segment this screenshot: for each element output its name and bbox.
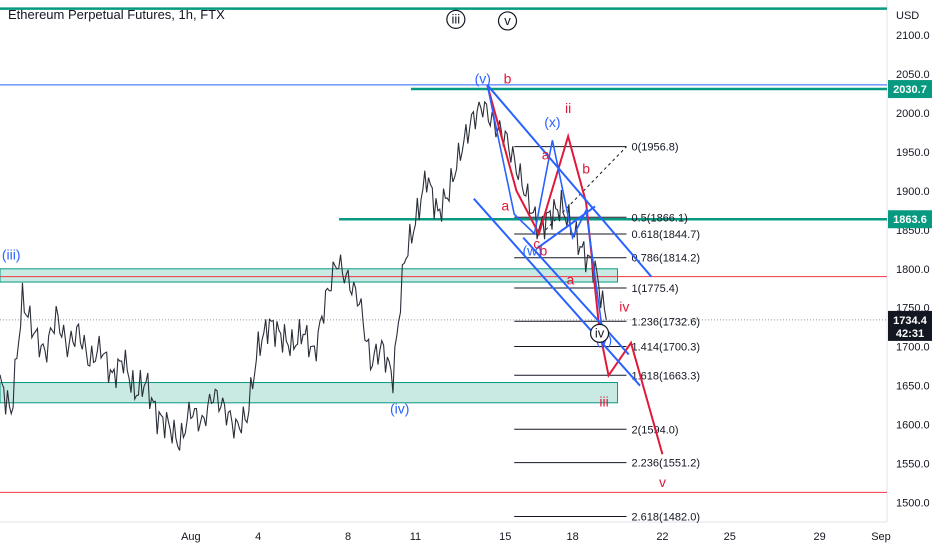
price-tag-2 [888,310,932,341]
wave-label-red-3: b [582,161,590,177]
x-tick-label: 11 [410,531,421,543]
wave-circle-1 [497,11,518,31]
wave-label-red-2: a [542,147,550,163]
fib-label-2: 0.618(1844.7) [632,229,701,241]
wave-label-red-1: ii [565,100,571,116]
blue-channel-line-1 [473,198,641,387]
fib-label-9: 2.236(1551.2) [632,458,701,470]
fib-label-6: 1.414(1700.3) [632,341,701,353]
x-tick-label: Sep [871,531,891,543]
wave-label-red-9: iii [599,394,608,410]
fib-label-0: 0(1956.8) [632,142,679,154]
fib-label-7: 1.618(1663.3) [632,370,701,382]
y-tick-label: 1800.0 [896,264,930,276]
x-tick-label: Aug [181,531,201,543]
fib-label-5: 1.236(1732.6) [632,316,701,328]
price-tag-label-1: 1863.6 [893,214,927,226]
wave-label-red-6: c [533,236,540,252]
blue-wave-path [486,84,605,343]
wave-label-circled-1: v [504,13,511,28]
wave-label-red-10: v [659,474,666,490]
chart-title: Ethereum Perpetual Futures, 1h, FTX [8,7,225,22]
y-tick-label: 2000.0 [896,108,930,120]
wave-circle-2 [589,323,610,343]
price-series [0,100,607,451]
wave-label-circled-2: iv [595,325,605,340]
fib-label-3: 0.786(1814.2) [632,253,701,265]
price-tag-label-0: 2030.7 [893,84,927,96]
x-tick-label: 25 [724,531,736,543]
zone-0 [0,268,619,283]
y-tick-label: 1700.0 [896,342,930,354]
price-tag-1 [888,210,932,229]
currency-label: USD [896,10,919,22]
price-tag-label-2: 1734.4 [893,315,928,327]
y-tick-label: 2100.0 [896,30,930,42]
wave-label-red-5: b [540,243,548,259]
x-tick-label: 8 [345,531,351,543]
wave-label-red-0: b [504,70,512,86]
blue-channel-line-0 [486,84,652,278]
price-tag-0 [888,80,932,99]
wave-label-red-8: iv [619,299,629,315]
y-tick-label: 1600.0 [896,420,930,432]
y-tick-label: 1550.0 [896,459,930,471]
red-wave-path [486,84,664,455]
x-tick-label: 22 [656,531,668,543]
wave-label-blue-2: (iv) [390,401,409,417]
fib-label-1: 0.5(1866.1) [632,212,688,224]
price-tag-countdown: 42:31 [896,328,924,340]
fib-label-10: 2.618(1482.0) [632,512,701,524]
wave-label-red-4: a [501,197,509,213]
y-tick-label: 2050.0 [896,69,930,81]
wave-circle-0 [446,9,466,29]
y-tick-label: 1950.0 [896,147,930,159]
fib-label-4: 1(1775.4) [632,283,679,295]
wave-label-circled-0: iii [452,11,461,26]
x-tick-label: 18 [566,531,578,543]
zone-1 [0,382,619,404]
x-tick-label: 15 [499,531,511,543]
y-tick-label: 1650.0 [896,381,930,393]
wave-label-blue-1: (v) [475,70,491,86]
y-tick-label: 1900.0 [896,186,930,198]
x-tick-label: 29 [814,531,826,543]
wave-label-blue-4: (w) [522,243,541,259]
wave-label-blue-0: (iii) [2,246,21,262]
wave-label-red-7: a [566,271,574,287]
wave-label-blue-3: (x) [544,114,560,130]
blue-channel-line-2 [522,236,630,356]
y-tick-label: 1500.0 [896,498,930,510]
x-tick-label: 4 [255,531,261,543]
